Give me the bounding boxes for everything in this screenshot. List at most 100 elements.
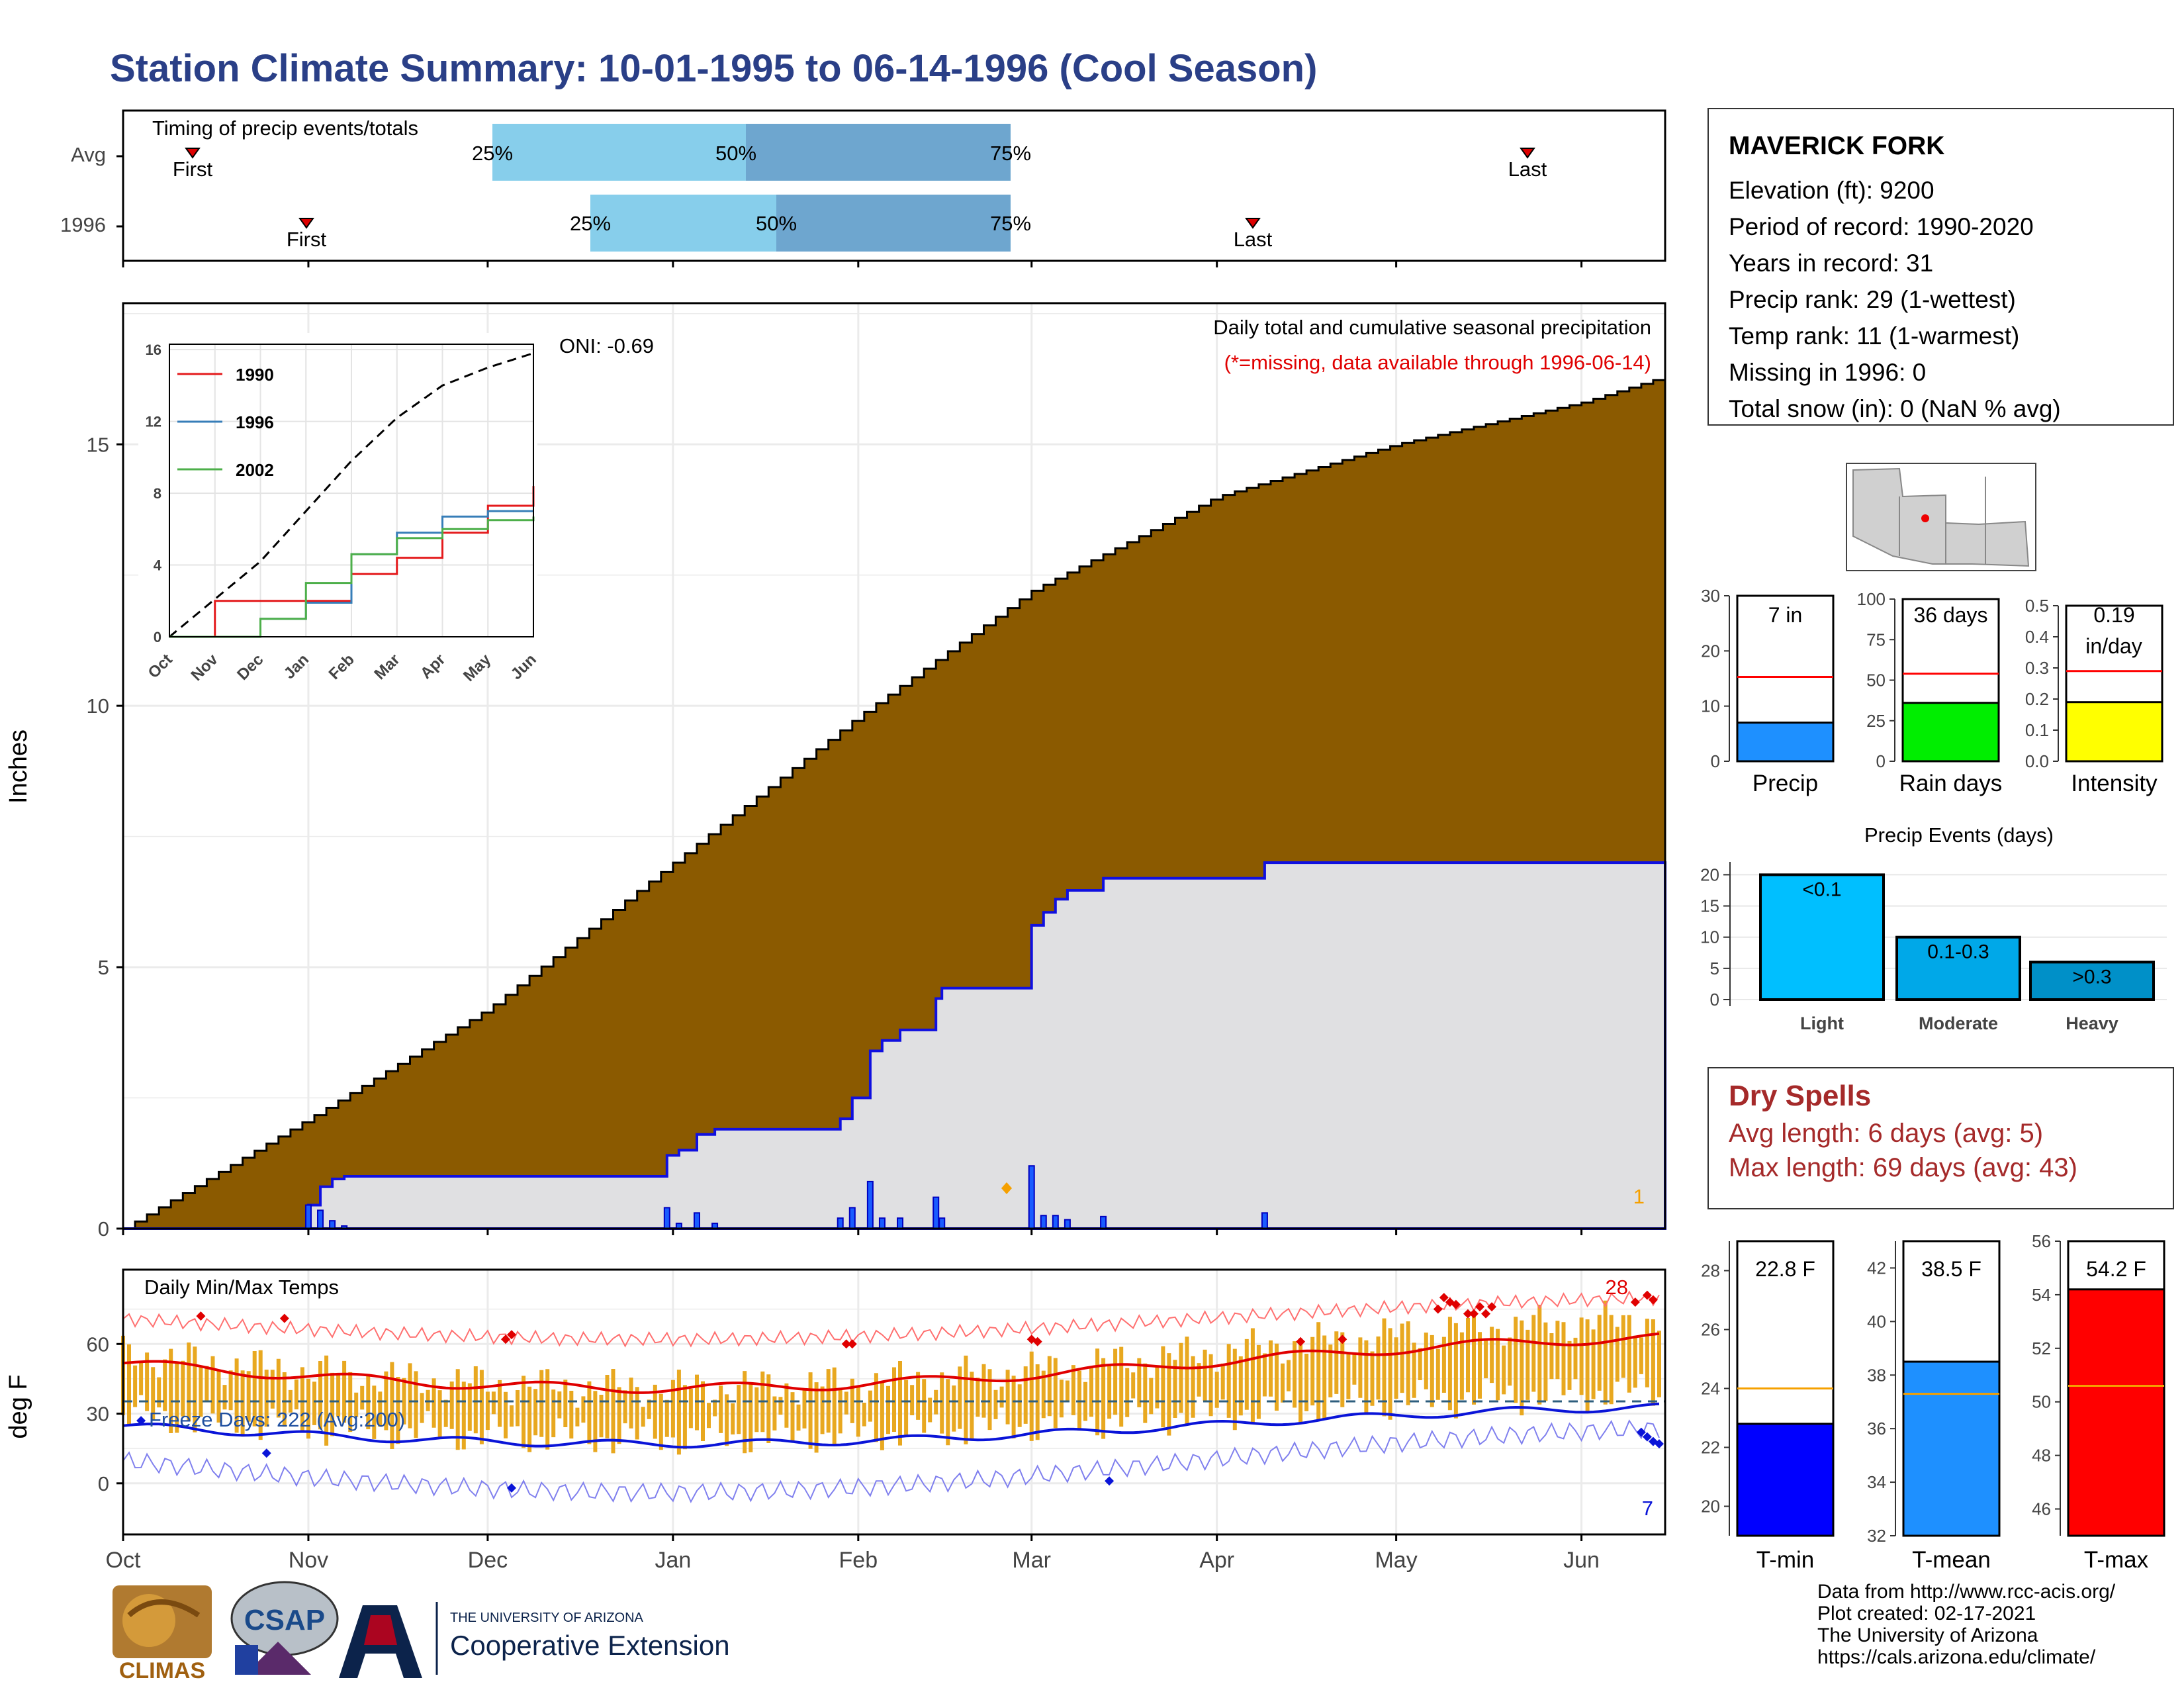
yr-p25-label: 25%: [570, 212, 611, 235]
avg-p75-label: 75%: [990, 142, 1031, 165]
timing-label: Timing of precip events/totals: [152, 117, 418, 140]
inset-line-2002: [169, 516, 535, 638]
climas-text: CLIMAS: [119, 1658, 205, 1683]
record-high-marker: [1451, 1299, 1461, 1309]
location-map: [1846, 463, 2036, 571]
intensity-tick-label: 0.4: [2025, 627, 2049, 647]
daily-precip-bar: [933, 1196, 940, 1230]
events-bar-label: 0.1-0.3: [1927, 941, 1989, 963]
inset-legend-1990: 1990: [236, 365, 274, 385]
dry-spells-title: Dry Spells: [1729, 1080, 1872, 1112]
station-missing: Missing in 1996: 0: [1729, 359, 1927, 386]
credit-line: https://cals.arizona.edu/climate/: [1817, 1646, 2096, 1668]
events-tick-label: 15: [1700, 896, 1719, 916]
yr-last-label: Last: [1234, 228, 1273, 251]
record-low-marker: [1105, 1476, 1115, 1486]
tmax-label: T-max: [2084, 1547, 2149, 1569]
events-category: Light: [1800, 1013, 1844, 1033]
record-high-marker: [1648, 1295, 1658, 1305]
daily-precip-bar: [317, 1209, 324, 1230]
raindays-tick-label: 50: [1866, 671, 1886, 690]
credit-line: The University of Arizona: [1817, 1624, 2038, 1646]
page-title: Station Climate Summary: 10-01-1995 to 0…: [110, 47, 1318, 90]
avg-p25-label: 25%: [472, 142, 513, 165]
intensity-unit: in/day: [2085, 634, 2142, 658]
main-caption: Daily total and cumulative seasonal prec…: [1213, 316, 1651, 339]
record-high-marker: [1642, 1290, 1652, 1300]
station-info-box: MAVERICK FORK Elevation (ft): 9200 Perio…: [1707, 108, 2174, 426]
record-high-marker: [279, 1313, 289, 1323]
events-bar: [1759, 873, 1885, 1002]
daily-precip-bar: [1028, 1165, 1035, 1229]
inset-ytick-label: 4: [154, 557, 162, 574]
tmin-tick-label: 22: [1701, 1438, 1720, 1458]
temp-ylabel: deg F: [5, 1374, 32, 1438]
inset-ytick-label: 12: [146, 414, 161, 430]
record-high-marker: [196, 1311, 206, 1321]
main-ytick-label: 5: [98, 956, 109, 979]
temp-title: Daily Min/Max Temps: [144, 1276, 339, 1299]
freeze-days: Freeze Days: 222 (Avg:200): [149, 1408, 405, 1431]
raindays-tick-label: 75: [1866, 630, 1886, 649]
tmin-tick-label: 26: [1701, 1320, 1720, 1340]
station-name: MAVERICK FORK: [1729, 132, 1945, 160]
yr-p75-label: 75%: [990, 212, 1031, 235]
daily-precip-bar: [329, 1220, 336, 1230]
ua-top-text: THE UNIVERSITY OF ARIZONA: [450, 1611, 644, 1625]
tmax-tick-label: 46: [2032, 1499, 2051, 1519]
tmin-tick-label: 20: [1701, 1497, 1720, 1517]
tmax-tick-label: 54: [2032, 1285, 2051, 1305]
station-precip-rank: Precip rank: 29 (1-wettest): [1729, 286, 2016, 313]
tmax-tick-label: 52: [2032, 1338, 2051, 1358]
record-high-marker: [1481, 1309, 1491, 1319]
precip-bar: [1736, 722, 1835, 763]
daily-precip-bar: [1261, 1212, 1268, 1229]
record-low-marker: [507, 1483, 517, 1493]
tmax-tick-label: 48: [2032, 1446, 2051, 1466]
dry-max: Max length: 69 days (avg: 43): [1729, 1153, 2077, 1182]
record-high-marker: [1475, 1302, 1485, 1312]
year-cumulative-area: [123, 861, 1666, 1230]
credits: Data from http://www.rcc-acis.org/ Plot …: [1817, 1581, 2115, 1668]
tmin-bar: [1736, 1423, 1835, 1537]
precip-label: Precip: [1752, 771, 1818, 796]
tmean-tick-label: 36: [1867, 1419, 1886, 1438]
events-bar: [2029, 961, 2155, 1002]
record-low-marker: [1642, 1432, 1652, 1442]
intensity-tick-label: 0.5: [2025, 596, 2049, 616]
record-low-marker: [261, 1448, 271, 1458]
intensity-tick-label: 0.2: [2025, 689, 2049, 709]
station-elevation: Elevation (ft): 9200: [1729, 177, 1934, 204]
record-low-marker: [136, 1416, 146, 1426]
temp-ytick-label: 0: [98, 1472, 109, 1495]
yr-25-50-bar: [590, 195, 776, 252]
record-high-count: 28: [1606, 1276, 1628, 1299]
daily-precip-bar: [1064, 1219, 1071, 1229]
tmin-value: 22.8 F: [1755, 1257, 1815, 1281]
station-years: Years in record: 31: [1729, 250, 1934, 277]
precip-tick-label: 20: [1701, 641, 1720, 661]
ua-bottom-text: Cooperative Extension: [450, 1630, 730, 1661]
record-low-marker: [1636, 1427, 1646, 1437]
xaxis-label: Dec: [468, 1548, 508, 1573]
events-tick-label: 0: [1710, 990, 1719, 1009]
tmean-tick-label: 42: [1867, 1258, 1886, 1278]
daily-precip-bar: [837, 1217, 844, 1229]
ua-logo: THE UNIVERSITY OF ARIZONA Cooperative Ex…: [339, 1602, 730, 1678]
inset-ytick-label: 8: [154, 485, 161, 502]
avg-50-75-bar: [746, 124, 1011, 181]
temp-range-bars: [121, 1300, 1661, 1455]
daily-precip-bar: [848, 1207, 856, 1229]
events-category: Moderate: [1919, 1013, 1998, 1033]
tmean-tick-label: 32: [1867, 1526, 1886, 1546]
daily-precip-bar: [663, 1207, 670, 1229]
avg-p50-label: 50%: [715, 142, 756, 165]
intensity-bar: [2065, 701, 2163, 763]
tmax-tick-label: 50: [2032, 1392, 2051, 1412]
record-high-marker: [1463, 1309, 1473, 1319]
inset-ytick-label: 0: [154, 629, 161, 645]
yr-first-marker: [298, 218, 314, 229]
inset-legend-2002: 2002: [236, 460, 274, 480]
main-ytick-label: 0: [98, 1217, 109, 1241]
